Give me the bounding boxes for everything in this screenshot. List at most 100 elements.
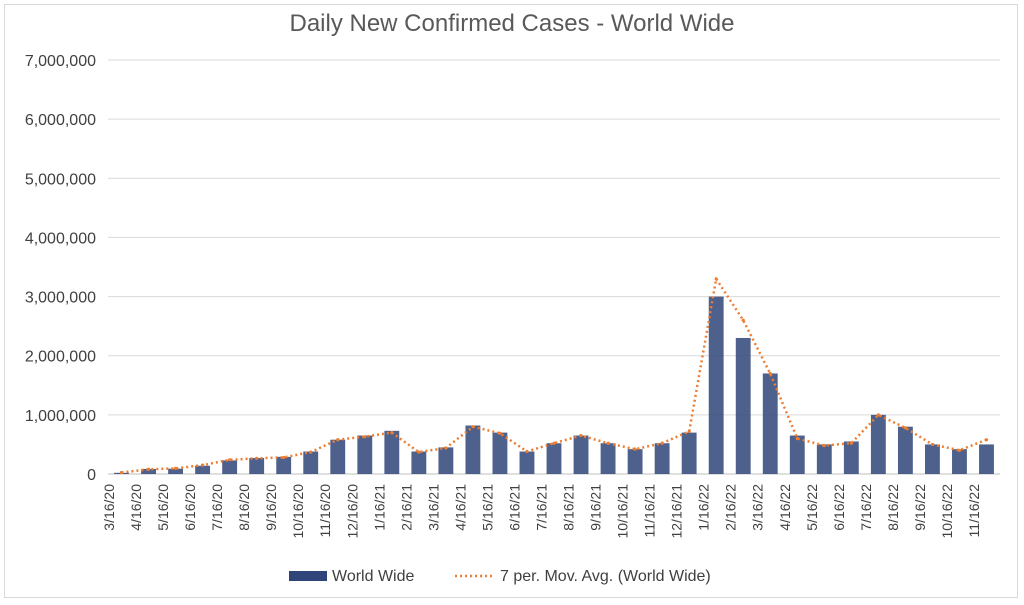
x-tick-label: 9/16/22	[912, 484, 928, 531]
bar-world-wide	[411, 451, 427, 474]
moving-average-point	[687, 429, 691, 434]
legend-swatch-world-wide	[289, 571, 327, 581]
x-tick-label: 3/16/21	[425, 484, 441, 531]
moving-average-point	[119, 470, 124, 475]
bar-world-wide	[249, 458, 265, 474]
moving-average-point	[876, 413, 880, 417]
y-tick-label: 3,000,000	[25, 290, 96, 307]
bar-world-wide	[897, 426, 913, 474]
x-tick-label: 2/16/22	[723, 484, 739, 531]
bar-world-wide	[789, 435, 805, 474]
x-tick-label: 4/16/21	[452, 484, 468, 531]
x-tick-label: 9/16/20	[263, 484, 279, 531]
bar-world-wide	[627, 449, 643, 474]
x-tick-label: 8/16/22	[885, 484, 901, 531]
bar-world-wide	[735, 337, 751, 474]
bar-world-wide	[979, 444, 994, 474]
moving-average-point	[417, 450, 421, 454]
moving-average-point	[795, 436, 799, 441]
chart-title: Daily New Confirmed Cases - World Wide	[289, 10, 735, 37]
x-tick-label: 2/16/21	[398, 484, 414, 531]
x-tick-label: 7/16/22	[858, 484, 874, 531]
x-tick-label: 10/16/22	[939, 484, 955, 539]
bar-world-wide	[952, 449, 967, 474]
x-tick-label: 11/16/21	[642, 484, 658, 538]
x-tick-label: 11/16/20	[317, 484, 333, 538]
bar-world-wide	[681, 432, 697, 474]
moving-average-point	[768, 371, 772, 376]
x-tick-label: 8/16/21	[561, 484, 577, 531]
moving-average-point	[930, 442, 935, 447]
bar-world-wide	[222, 460, 238, 474]
bar-world-wide	[168, 468, 184, 474]
x-tick-label: 8/16/20	[236, 484, 252, 531]
moving-average-point	[146, 467, 151, 471]
y-tick-label: 1,000,000	[25, 408, 96, 425]
x-tick-label: 6/16/22	[831, 484, 847, 531]
bar-world-wide	[438, 447, 454, 474]
x-tick-label: 10/16/20	[290, 484, 306, 539]
moving-average-point	[984, 438, 989, 442]
y-tick-label: 4,000,000	[25, 230, 96, 247]
bar-world-wide	[708, 296, 724, 474]
bar-world-wide	[870, 414, 886, 474]
x-tick-label: 7/16/20	[209, 484, 225, 531]
moving-average-point	[579, 433, 583, 438]
bar-world-wide	[465, 425, 481, 474]
bar-world-wide	[330, 439, 346, 474]
y-tick-label: 2,000,000	[25, 349, 96, 366]
moving-average-point	[336, 438, 340, 442]
y-tick-label: 6,000,000	[25, 112, 96, 129]
x-tick-label: 4/16/20	[128, 484, 144, 531]
bar-world-wide	[654, 443, 670, 474]
x-tick-label: 7/16/21	[533, 484, 549, 531]
moving-average-point	[390, 431, 394, 435]
moving-average-point	[957, 448, 962, 452]
bar-world-wide	[195, 465, 211, 474]
moving-average-point	[363, 435, 367, 439]
bar-world-wide	[924, 444, 940, 474]
legend-label-moving-average: 7 per. Mov. Avg. (World Wide)	[500, 568, 711, 585]
x-tick-label: 5/16/20	[155, 484, 171, 531]
bar-world-wide	[600, 443, 616, 474]
x-tick-label: 1/16/22	[696, 484, 712, 531]
x-tick-label: 1/16/21	[371, 484, 387, 531]
bar-world-wide	[357, 435, 373, 474]
bar-world-wide	[546, 443, 562, 474]
x-tick-label: 5/16/22	[804, 484, 820, 531]
moving-average-point	[173, 466, 178, 470]
moving-average-point	[471, 425, 475, 429]
y-tick-label: 7,000,000	[25, 53, 96, 70]
moving-average-point	[660, 441, 664, 445]
moving-average-point	[822, 444, 826, 448]
bar-world-wide	[519, 451, 535, 474]
moving-average-point	[903, 426, 907, 430]
x-tick-label: 6/16/21	[506, 484, 522, 531]
x-tick-label: 4/16/22	[777, 484, 793, 531]
moving-average-point	[444, 446, 448, 450]
moving-average-point	[228, 458, 232, 462]
bar-world-wide	[141, 468, 156, 474]
bar-world-wide	[303, 451, 319, 474]
moving-average-point	[552, 441, 556, 445]
chart-frame	[4, 4, 1018, 598]
moving-average-point	[741, 318, 745, 322]
moving-average-point	[525, 449, 529, 454]
bar-world-wide	[276, 456, 292, 474]
legend-label-world-wide: World Wide	[332, 568, 414, 585]
x-tick-label: 9/16/21	[588, 484, 604, 531]
moving-average-line	[121, 275, 987, 474]
x-tick-label: 12/16/21	[669, 484, 685, 539]
y-tick-label: 5,000,000	[25, 171, 96, 188]
moving-average-point	[201, 463, 205, 467]
moving-average-point	[606, 441, 610, 445]
x-tick-label: 3/16/22	[750, 484, 766, 531]
x-tick-label: 11/16/22	[966, 484, 982, 538]
y-tick-label: 0	[87, 467, 96, 484]
moving-average-point	[309, 450, 313, 454]
x-tick-label: 6/16/20	[182, 484, 198, 531]
moving-average-point	[849, 441, 853, 445]
moving-average-point	[282, 455, 286, 460]
bar-world-wide	[492, 432, 508, 474]
